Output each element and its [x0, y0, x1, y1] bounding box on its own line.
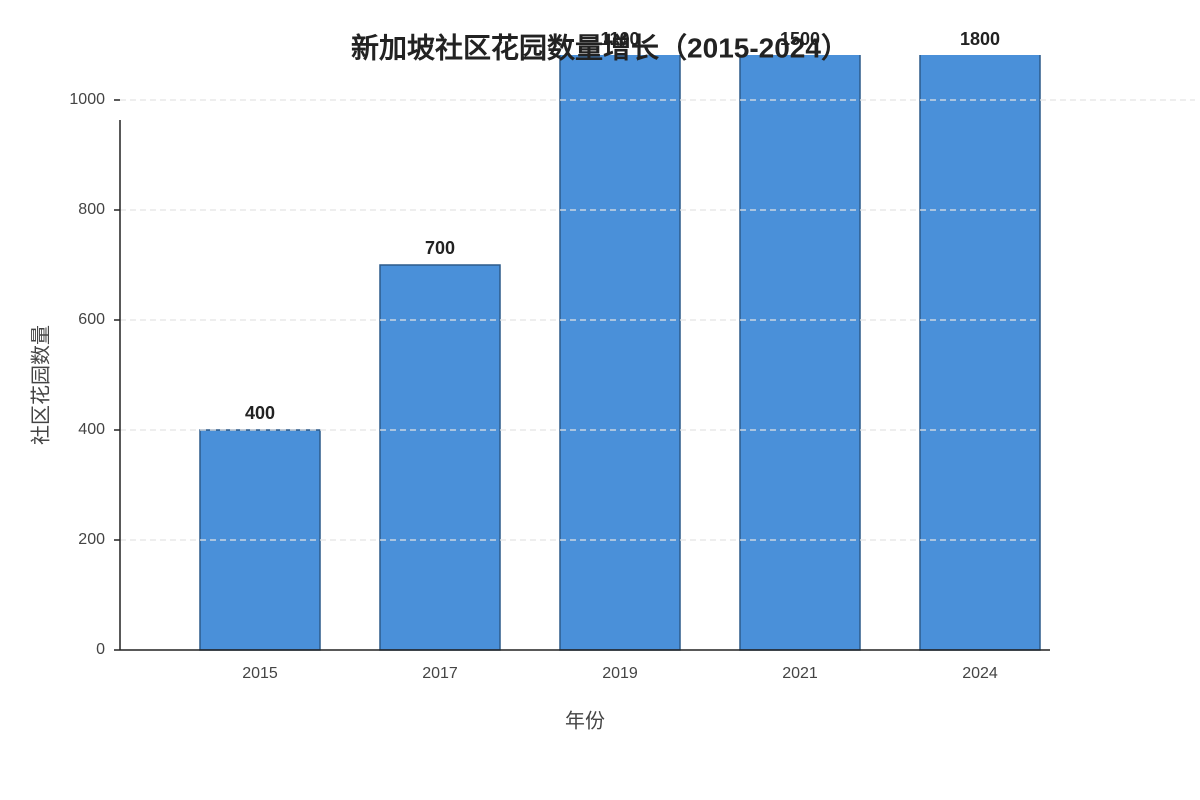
y-tick-label: 200 [78, 531, 105, 548]
labels: 2015 400 2017 700 2019 1100 2021 1500 2024 1800 0 2… [69, 29, 1000, 682]
bar [559, 55, 681, 651]
bar [919, 55, 1041, 651]
x-tick-label: 2017 [422, 665, 458, 682]
value-label: 700 [425, 238, 455, 258]
bar [739, 55, 861, 651]
x-tick-label: 2024 [962, 665, 998, 682]
x-tick-label: 2015 [242, 665, 278, 682]
bar [379, 264, 501, 651]
bars [199, 55, 1041, 651]
value-label: 1100 [600, 29, 639, 49]
y-tick-label: 400 [78, 421, 105, 438]
y-tick-label: 600 [78, 311, 105, 328]
x-axis-label: 年份 [565, 709, 605, 732]
chart-title: 新加坡社区花园数量增长（2015-2024） [351, 31, 849, 63]
value-label: 1800 [960, 29, 1000, 49]
x-tick-label: 2021 [782, 665, 818, 682]
grid [114, 99, 1195, 651]
y-tick-label: 800 [78, 201, 105, 218]
value-label: 1500 [780, 29, 820, 49]
value-label: 400 [245, 403, 275, 423]
y-axis-label: 社区花园数量 [29, 325, 52, 445]
y-tick-label: 0 [96, 641, 105, 658]
x-tick-label: 2019 [602, 665, 638, 682]
y-tick-label: 1000 [69, 91, 105, 108]
